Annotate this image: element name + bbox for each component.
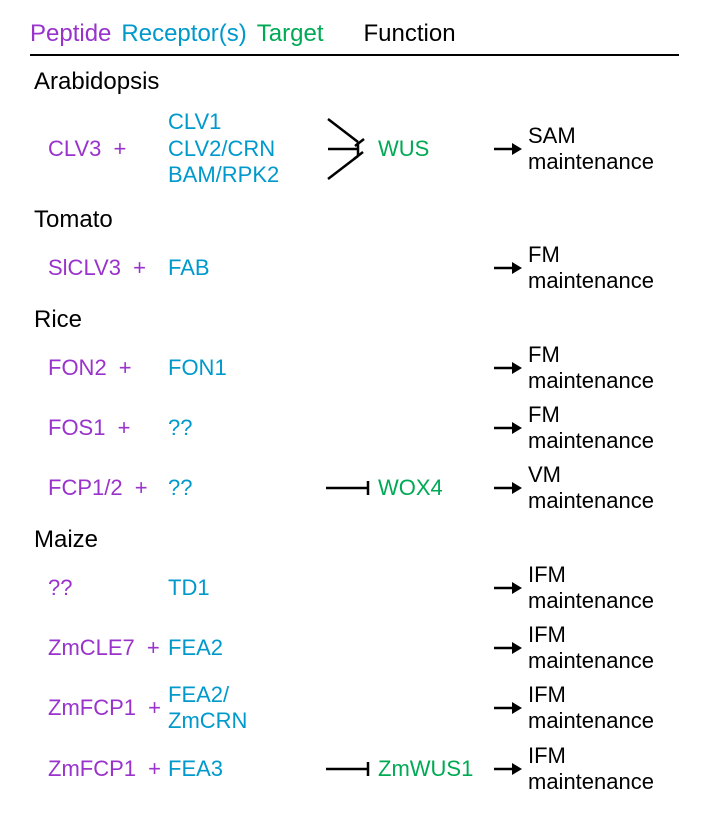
pathway-row: ??TD1 IFM maintenance: [48, 562, 679, 614]
receptor-label: FEA2: [168, 635, 318, 661]
function-label: IFM maintenance: [528, 682, 679, 734]
section-title: Arabidopsis: [34, 68, 679, 96]
arrow-cell: [488, 699, 528, 717]
function-label: FM maintenance: [528, 402, 679, 454]
function-label: FM maintenance: [528, 242, 679, 294]
arrow-cell: [488, 479, 528, 497]
receptor-line: ZmCRN: [168, 708, 318, 734]
receptor-label: CLV1CLV2/CRNBAM/RPK2: [168, 109, 318, 188]
column-headers: Peptide Receptor(s) Target Function: [30, 20, 679, 56]
arrow-cell: [488, 259, 528, 277]
inhibit-icon: [324, 760, 372, 778]
plus-symbol: +: [119, 355, 132, 380]
arrow-cell: [488, 639, 528, 657]
pathway-row: ZmCLE7 +FEA2 IFM maintenance: [48, 622, 679, 674]
plus-symbol: +: [148, 756, 161, 781]
peptide-label: FCP1/2 +: [48, 475, 168, 501]
receptor-label: FEA2/ZmCRN: [168, 682, 318, 735]
arrow-icon: [492, 359, 524, 377]
arrow-cell: [488, 760, 528, 778]
inhibit-icon: [324, 479, 372, 497]
target-label: WOX4: [378, 475, 488, 501]
arrow-icon: [492, 140, 524, 158]
receptor-label: TD1: [168, 575, 318, 601]
plus-symbol: +: [135, 475, 148, 500]
peptide-label: CLV3 +: [48, 136, 168, 162]
pathway-row: SlCLV3 +FAB FM maintenance: [48, 242, 679, 294]
symbol-cell: [318, 479, 378, 497]
header-receptors: Receptor(s): [121, 20, 246, 48]
peptide-label: ZmCLE7 +: [48, 635, 168, 661]
receptor-line: CLV2/CRN: [168, 136, 318, 162]
peptide-label: ??: [48, 575, 168, 601]
arrow-cell: [488, 140, 528, 158]
receptor-line: FEA2/: [168, 682, 318, 708]
symbol-cell: [318, 104, 378, 194]
receptor-label: ??: [168, 415, 318, 441]
arrow-icon: [492, 479, 524, 497]
function-label: FM maintenance: [528, 342, 679, 394]
receptor-label: ??: [168, 475, 318, 501]
plus-symbol: +: [147, 635, 160, 660]
function-label: SAM maintenance: [528, 123, 679, 175]
peptide-label: ZmFCP1 +: [48, 756, 168, 782]
pathway-row: FCP1/2 +?? WOX4 VM maintenance: [48, 462, 679, 514]
pathway-row: FON2 +FON1 FM maintenance: [48, 342, 679, 394]
function-label: IFM maintenance: [528, 743, 679, 795]
plus-symbol: +: [148, 695, 161, 720]
receptor-label: FAB: [168, 255, 318, 281]
section-title: Tomato: [34, 206, 679, 234]
arrow-icon: [492, 699, 524, 717]
plus-symbol: +: [114, 136, 127, 161]
target-label: ZmWUS1: [378, 756, 488, 782]
arrow-icon: [492, 419, 524, 437]
pathway-row: ZmFCP1 +FEA3 ZmWUS1 IFM maintenance: [48, 743, 679, 795]
peptide-label: SlCLV3 +: [48, 255, 168, 281]
arrow-cell: [488, 579, 528, 597]
target-label: WUS: [378, 136, 488, 162]
symbol-cell: [318, 760, 378, 778]
header-function: Function: [363, 20, 455, 48]
receptor-label: FON1: [168, 355, 318, 381]
header-target: Target: [257, 20, 324, 48]
arrow-cell: [488, 359, 528, 377]
pathway-row: ZmFCP1 +FEA2/ZmCRN IFM maintenance: [48, 682, 679, 735]
peptide-label: FOS1 +: [48, 415, 168, 441]
pathway-row: CLV3 +CLV1CLV2/CRNBAM/RPK2 WUS SAM maint…: [48, 104, 679, 194]
receptor-line: CLV1: [168, 109, 318, 135]
plus-symbol: +: [118, 415, 131, 440]
peptide-label: FON2 +: [48, 355, 168, 381]
header-peptide: Peptide: [30, 20, 111, 48]
arrow-icon: [492, 760, 524, 778]
receptor-label: FEA3: [168, 756, 318, 782]
arrow-icon: [492, 639, 524, 657]
receptor-line: BAM/RPK2: [168, 162, 318, 188]
arrow-icon: [492, 579, 524, 597]
section-title: Maize: [34, 526, 679, 554]
sections-container: Arabidopsis CLV3 +CLV1CLV2/CRNBAM/RPK2 WU…: [30, 68, 679, 795]
peptide-label: ZmFCP1 +: [48, 695, 168, 721]
arrow-icon: [492, 259, 524, 277]
arrow-cell: [488, 419, 528, 437]
function-label: IFM maintenance: [528, 562, 679, 614]
inhibit-converge-icon: [323, 104, 373, 194]
function-label: IFM maintenance: [528, 622, 679, 674]
plus-symbol: +: [133, 255, 146, 280]
section-title: Rice: [34, 306, 679, 334]
function-label: VM maintenance: [528, 462, 679, 514]
pathway-row: FOS1 +?? FM maintenance: [48, 402, 679, 454]
